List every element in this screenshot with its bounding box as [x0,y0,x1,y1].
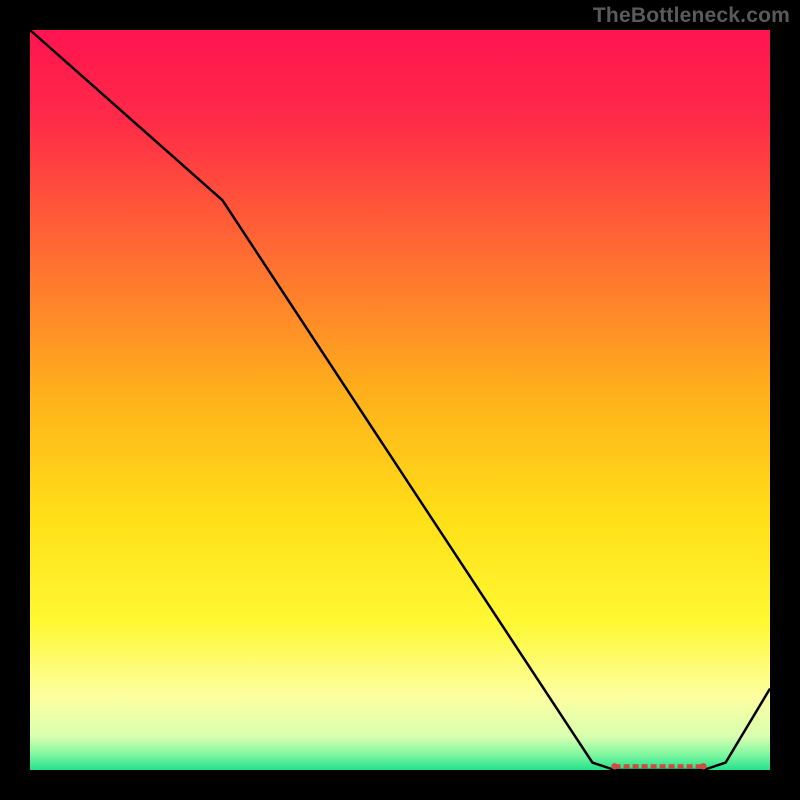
plot-area [30,30,770,770]
flat-marker-endpoint-0 [611,763,617,769]
chart-frame: TheBottleneck.com [0,0,800,800]
flat-marker-endpoint-1 [700,763,706,769]
main-line [30,30,770,770]
watermark-text: TheBottleneck.com [593,4,790,28]
flat-region-marker [611,763,706,769]
line-chart-svg [30,30,770,770]
